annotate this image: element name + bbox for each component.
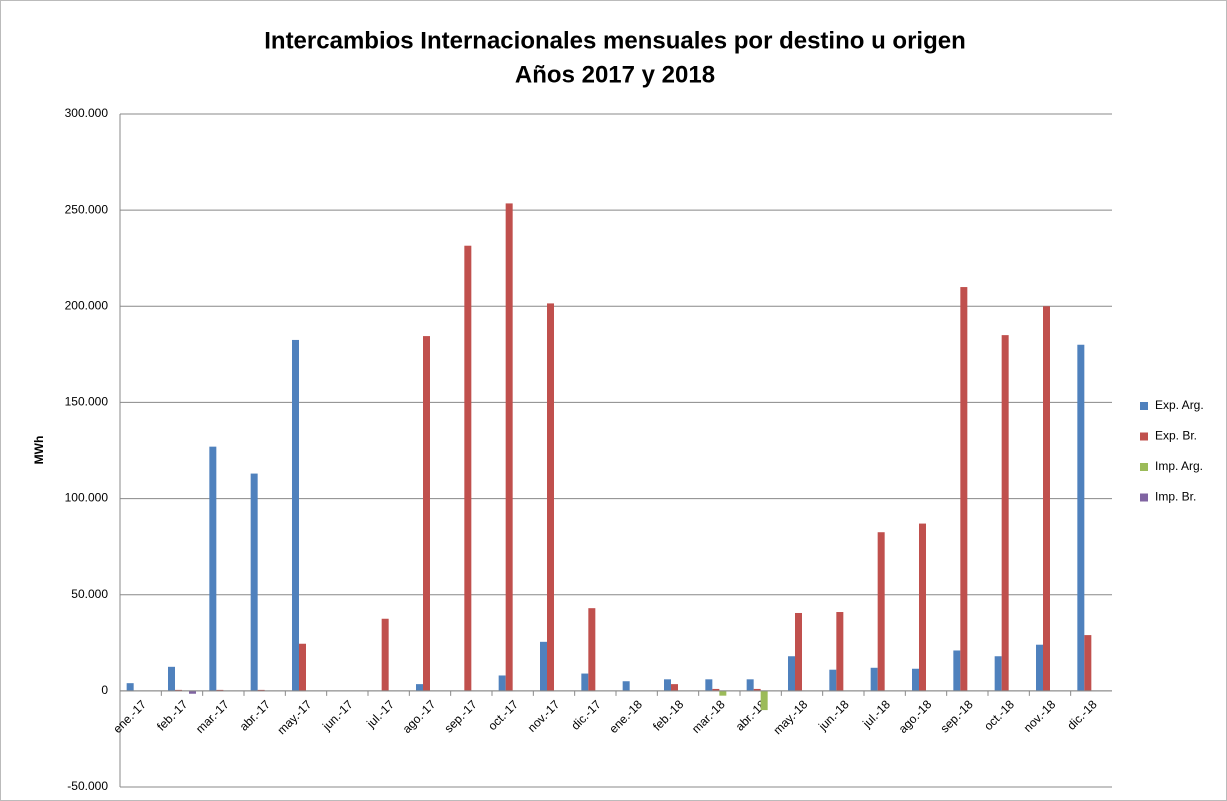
bar <box>1001 335 1009 691</box>
y-tick-label: 50.000 <box>71 587 108 601</box>
bar <box>416 684 423 691</box>
bar <box>250 473 258 691</box>
bar <box>464 245 472 691</box>
bar <box>960 287 968 691</box>
y-axis-label: MWh <box>32 436 46 465</box>
bar <box>788 656 795 691</box>
bar <box>753 688 761 691</box>
bar <box>622 681 630 691</box>
bar <box>1036 644 1043 691</box>
y-tick-label: -50.000 <box>67 779 108 793</box>
bar <box>292 339 299 691</box>
chart-subtitle: Años 2017 y 2018 <box>515 61 715 88</box>
bar <box>299 643 306 691</box>
y-tick-label: 200.000 <box>65 298 109 312</box>
bar <box>719 690 727 696</box>
bar <box>126 683 134 691</box>
bar <box>919 523 926 691</box>
bar <box>760 690 768 711</box>
bar <box>168 666 175 691</box>
legend-label: Exp. Arg. <box>1155 398 1204 412</box>
bar <box>664 679 671 691</box>
y-tick-label: 250.000 <box>65 202 109 216</box>
bar <box>877 532 885 691</box>
bar <box>953 650 961 691</box>
bar <box>381 618 389 691</box>
legend-label: Imp. Br. <box>1155 490 1196 504</box>
bar <box>712 688 720 691</box>
bar <box>189 690 196 694</box>
bar <box>705 679 713 691</box>
legend-label: Imp. Arg. <box>1155 459 1203 473</box>
legend-label: Exp. Br. <box>1155 429 1197 443</box>
bar <box>870 667 878 691</box>
bar <box>1084 635 1092 691</box>
bar <box>912 668 919 691</box>
bar <box>671 684 678 691</box>
bar <box>498 675 506 691</box>
bar <box>209 446 217 691</box>
legend-swatch <box>1140 463 1148 471</box>
chart-title: Intercambios Internacionales mensuales p… <box>264 27 966 54</box>
bar <box>423 336 430 691</box>
bar <box>505 203 513 691</box>
bar <box>547 303 554 691</box>
y-tick-label: 300.000 <box>65 106 109 120</box>
bar <box>1077 344 1085 691</box>
legend-swatch <box>1140 432 1148 441</box>
bar <box>829 669 837 691</box>
bar <box>1043 306 1050 691</box>
y-tick-label: 0 <box>101 683 108 697</box>
bar <box>795 612 802 691</box>
bar <box>746 679 754 691</box>
y-tick-label: 100.000 <box>65 491 109 505</box>
bar <box>588 608 596 691</box>
y-tick-label: 150.000 <box>65 395 109 409</box>
legend-swatch <box>1140 493 1148 502</box>
bar <box>994 656 1002 691</box>
bar <box>836 612 844 691</box>
bar <box>540 641 547 691</box>
bar <box>581 673 589 691</box>
legend-swatch <box>1140 402 1148 410</box>
